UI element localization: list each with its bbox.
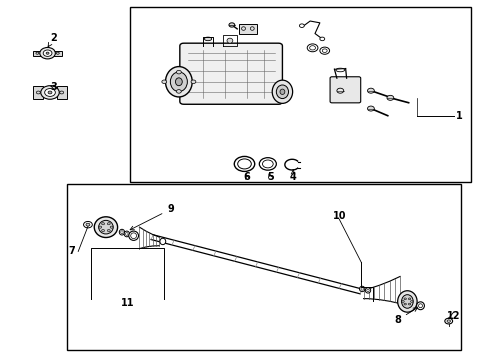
Bar [33, 86, 43, 99]
Text: 8: 8 [393, 308, 417, 325]
Ellipse shape [228, 23, 234, 27]
Ellipse shape [444, 318, 452, 324]
Text: 7: 7 [68, 247, 75, 256]
Ellipse shape [272, 80, 292, 103]
Ellipse shape [41, 86, 59, 99]
Ellipse shape [407, 298, 410, 300]
Text: 5: 5 [266, 172, 273, 183]
Ellipse shape [124, 231, 129, 237]
Bar [53, 51, 62, 56]
Text: 6: 6 [243, 172, 250, 183]
Ellipse shape [102, 223, 104, 225]
Ellipse shape [160, 238, 165, 245]
Text: 2: 2 [48, 33, 57, 47]
Ellipse shape [170, 72, 187, 91]
Text: 4: 4 [289, 170, 296, 183]
Ellipse shape [237, 159, 251, 169]
Bar [67, 184, 460, 350]
Ellipse shape [99, 226, 102, 228]
Text: 11: 11 [121, 298, 134, 308]
Bar [57, 86, 66, 99]
Ellipse shape [403, 303, 406, 305]
Ellipse shape [365, 288, 370, 293]
Text: 1: 1 [455, 111, 462, 121]
Ellipse shape [367, 106, 373, 111]
Ellipse shape [176, 90, 181, 93]
Text: 9: 9 [130, 204, 174, 230]
Ellipse shape [401, 301, 404, 302]
Ellipse shape [367, 88, 373, 93]
Ellipse shape [165, 67, 192, 97]
Ellipse shape [83, 221, 92, 228]
Ellipse shape [416, 302, 424, 310]
Bar [33, 51, 41, 56]
Text: 12: 12 [446, 311, 459, 321]
Ellipse shape [276, 85, 288, 99]
Ellipse shape [94, 217, 117, 238]
Ellipse shape [176, 70, 181, 74]
Ellipse shape [86, 223, 90, 226]
Ellipse shape [280, 89, 285, 94]
Bar [238, 23, 257, 33]
Ellipse shape [299, 24, 304, 27]
Ellipse shape [119, 229, 124, 235]
Text: 3: 3 [50, 82, 57, 92]
Ellipse shape [359, 286, 364, 292]
Ellipse shape [40, 48, 55, 59]
Bar [130, 7, 469, 182]
Ellipse shape [306, 44, 317, 52]
Ellipse shape [128, 231, 138, 240]
Ellipse shape [99, 220, 113, 234]
Ellipse shape [262, 160, 273, 168]
Ellipse shape [191, 80, 196, 84]
Ellipse shape [407, 303, 410, 305]
Ellipse shape [446, 320, 449, 322]
FancyBboxPatch shape [180, 43, 282, 104]
Ellipse shape [319, 47, 329, 54]
Ellipse shape [401, 295, 412, 308]
Ellipse shape [46, 52, 49, 54]
Ellipse shape [403, 298, 406, 300]
Ellipse shape [44, 89, 55, 96]
FancyBboxPatch shape [329, 77, 360, 103]
Ellipse shape [397, 291, 416, 312]
Ellipse shape [226, 38, 232, 43]
Ellipse shape [162, 80, 166, 84]
Ellipse shape [107, 223, 110, 225]
Ellipse shape [319, 37, 324, 41]
Ellipse shape [410, 301, 412, 302]
Ellipse shape [175, 78, 182, 86]
Ellipse shape [43, 50, 52, 57]
Ellipse shape [204, 37, 211, 41]
Ellipse shape [102, 230, 104, 231]
Ellipse shape [48, 91, 52, 94]
Ellipse shape [259, 158, 276, 170]
Ellipse shape [110, 226, 113, 228]
Text: 10: 10 [332, 211, 346, 221]
Ellipse shape [107, 230, 110, 231]
Ellipse shape [234, 157, 254, 171]
Ellipse shape [386, 95, 393, 100]
